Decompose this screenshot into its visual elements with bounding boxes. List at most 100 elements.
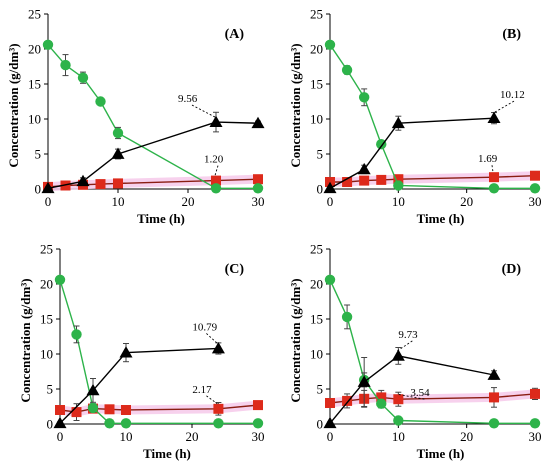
annotation-leader — [491, 165, 494, 173]
series-0 — [54, 274, 264, 429]
y-tick-label: 25 — [28, 7, 41, 22]
data-point — [393, 415, 404, 426]
data-point — [213, 418, 224, 429]
y-tick-label: 10 — [40, 347, 53, 362]
data-point — [60, 59, 71, 71]
panel-label: (C) — [225, 262, 245, 277]
data-point — [41, 181, 55, 194]
y-tick-label: 5 — [317, 147, 324, 162]
series-line — [329, 44, 535, 190]
data-point — [489, 392, 499, 403]
data-point — [87, 402, 99, 414]
series-1 — [41, 111, 265, 194]
panel-label: (B) — [502, 27, 521, 42]
annotation-leader — [397, 340, 413, 352]
y-tick-label: 25 — [310, 7, 323, 22]
annotation-leader — [492, 100, 515, 114]
data-label: 10.12 — [500, 89, 525, 101]
y-tick-label: 15 — [40, 312, 53, 327]
data-point — [210, 183, 222, 194]
data-point — [112, 127, 124, 139]
data-point — [211, 341, 225, 354]
y-tick-label: 0 — [317, 182, 324, 197]
data-label: 1.69 — [478, 153, 498, 165]
data-point — [342, 177, 353, 187]
y-tick-label: 15 — [310, 312, 323, 327]
x-tick-label: 30 — [252, 429, 265, 444]
y-tick-label: 20 — [310, 42, 323, 57]
data-label: 9.73 — [398, 329, 418, 341]
series-line — [329, 117, 495, 189]
data-point — [357, 375, 371, 387]
x-tick-label: 30 — [252, 194, 265, 209]
series-line — [47, 44, 258, 190]
data-point — [53, 416, 67, 429]
x-tick-label: 10 — [392, 429, 405, 444]
y-tick-label: 5 — [47, 382, 54, 397]
annotation-leader — [397, 393, 425, 400]
data-label: 9.56 — [178, 93, 198, 105]
x-axis-title: Time (h) — [137, 211, 185, 226]
data-point — [487, 368, 501, 380]
y-tick-label: 15 — [310, 77, 323, 92]
y-tick-label: 5 — [35, 147, 42, 162]
data-point — [376, 139, 387, 150]
data-label: 10.79 — [192, 321, 217, 333]
data-point — [253, 400, 263, 411]
series-0 — [324, 39, 541, 194]
x-tick-label: 0 — [45, 194, 52, 209]
data-point — [71, 407, 82, 418]
data-point — [488, 183, 500, 194]
data-point — [376, 392, 387, 403]
panel-1: 0 5 10 15 20 25 0 10 20 30 Time (h) Concentration (… — [6, 7, 265, 226]
panel-label: (D) — [502, 262, 522, 277]
data-point — [393, 394, 404, 405]
data-point — [488, 418, 500, 429]
data-point — [487, 111, 501, 124]
data-point — [529, 418, 541, 429]
series-1 — [323, 346, 501, 429]
data-point — [357, 162, 371, 175]
x-tick-label: 20 — [460, 194, 473, 209]
data-point — [358, 92, 370, 103]
data-point — [209, 115, 223, 127]
y-tick-label: 10 — [310, 112, 323, 127]
data-point — [95, 96, 106, 107]
data-point — [104, 418, 115, 429]
data-point — [376, 398, 387, 409]
data-point — [120, 418, 132, 429]
data-point — [77, 72, 89, 83]
y-axis-title: Concentration (g/dm³) — [18, 278, 33, 402]
data-point — [529, 183, 541, 194]
data-point — [211, 175, 221, 186]
series-0 — [42, 39, 264, 194]
data-point — [121, 405, 131, 415]
y-tick-label: 5 — [317, 382, 324, 397]
x-tick-label: 20 — [186, 429, 199, 444]
y-tick-label: 20 — [40, 277, 53, 292]
y-tick-label: 25 — [40, 242, 53, 257]
data-point — [393, 180, 404, 191]
data-point — [324, 39, 336, 50]
y-tick-label: 25 — [310, 242, 323, 257]
data-point — [359, 175, 370, 186]
data-point — [54, 274, 66, 285]
data-point — [86, 383, 100, 396]
data-point — [119, 346, 133, 358]
data-point — [489, 172, 499, 183]
series-line — [329, 355, 495, 424]
data-point — [251, 116, 265, 129]
data-point — [530, 170, 540, 181]
panel-3: 0 5 10 15 20 25 0 10 20 30 Time (h) Concentration (… — [18, 242, 265, 462]
data-point — [323, 416, 337, 429]
x-tick-label: 10 — [392, 194, 405, 209]
x-tick-label: 20 — [460, 429, 473, 444]
y-tick-label: 0 — [35, 182, 42, 197]
y-tick-label: 0 — [47, 417, 54, 432]
x-axis-title: Time (h) — [143, 446, 191, 461]
data-point — [252, 183, 264, 194]
y-tick-label: 15 — [28, 77, 41, 92]
series-0 — [324, 274, 541, 429]
data-label: 1.20 — [204, 154, 224, 166]
y-tick-label: 10 — [28, 112, 41, 127]
